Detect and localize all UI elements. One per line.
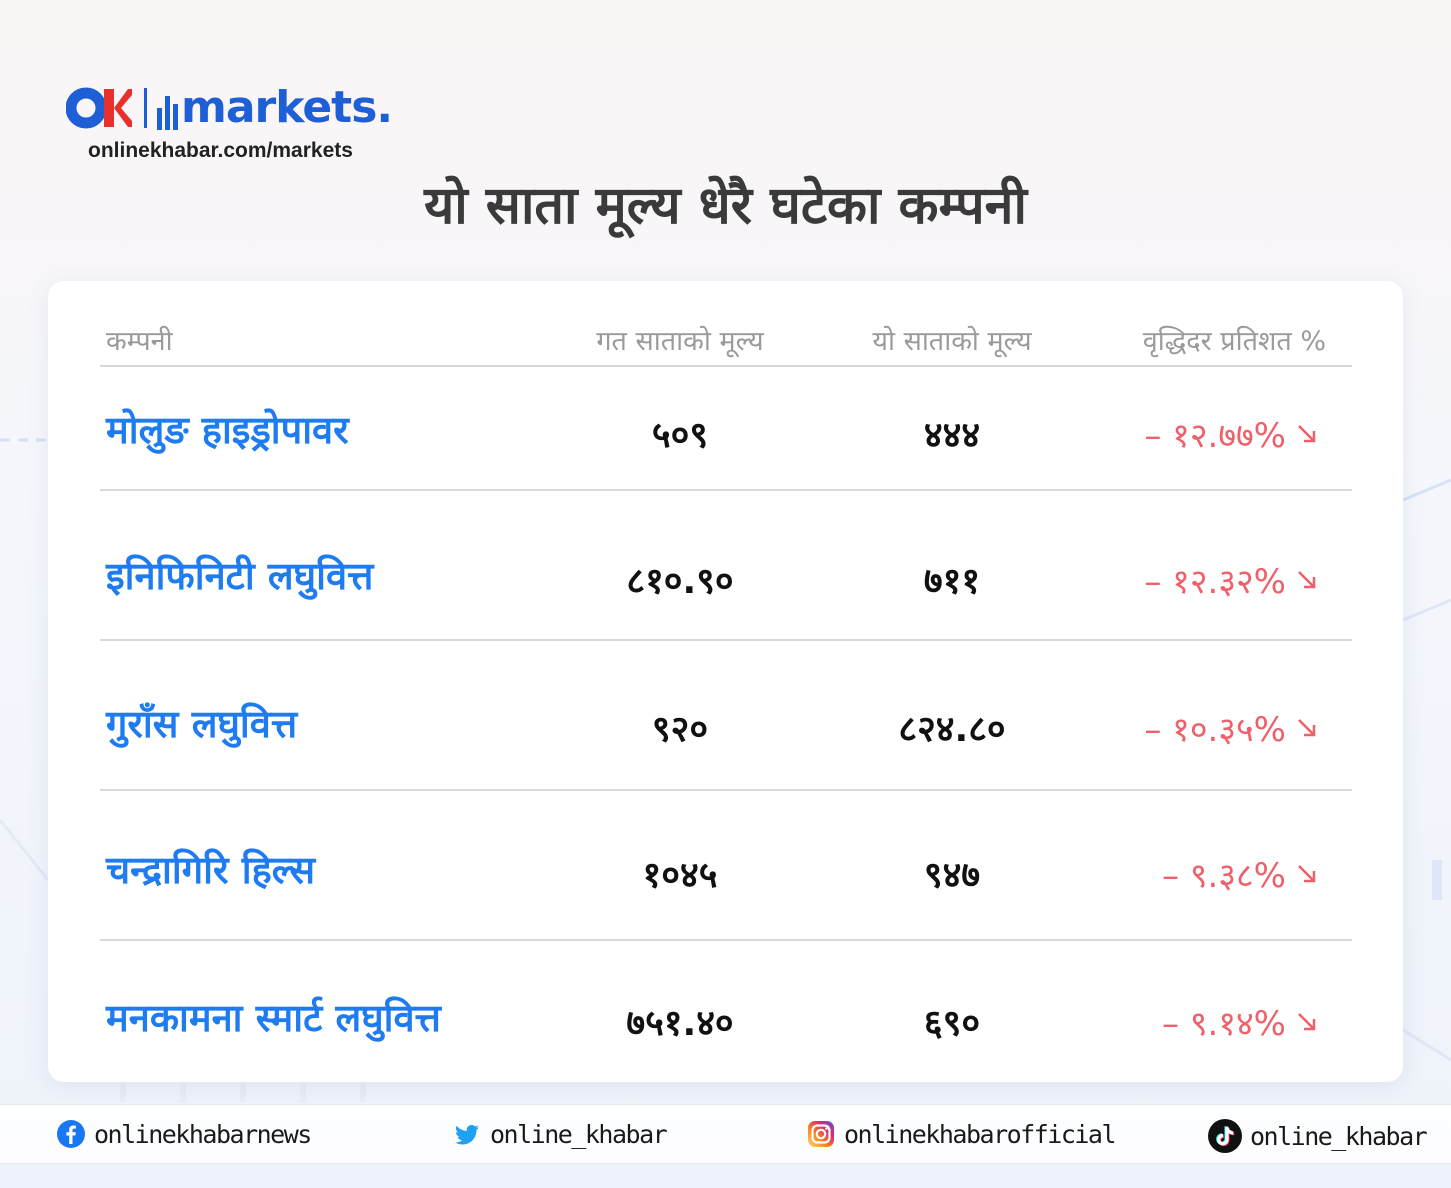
curr-price: ९४७ [923, 855, 981, 896]
brand-name: markets. [181, 82, 393, 133]
company-name: मनकामना स्मार्ट लघुवित्त [106, 996, 441, 1040]
change-percent: – ९.३८% [1162, 851, 1318, 897]
instagram-link[interactable]: onlinekhabarofficial [806, 1119, 1117, 1149]
arrow-down-right-icon [1298, 719, 1316, 737]
tiktok-handle: online_khabar [1250, 1121, 1428, 1151]
change-percent: – १२.७७% [1144, 411, 1318, 457]
company-name: गुराँस लघुवित्त [106, 702, 298, 746]
change-value: – ९.३८% [1162, 856, 1286, 896]
markets-wordmark: markets. [157, 82, 393, 133]
prev-price: ९२० [651, 709, 709, 750]
page-title: यो साता मूल्य धेरै घटेका कम्पनी [424, 176, 1027, 236]
header-curr-price: यो साताको मूल्य [872, 326, 1032, 357]
ok-logo-icon [66, 87, 132, 129]
change-value: – १२.३२% [1144, 562, 1286, 602]
table-row: गुराँस लघुवित्त ९२० ८२४.८० – १०.३५% [100, 641, 1352, 791]
tiktok-icon [1208, 1119, 1242, 1153]
prev-price: ७५१.४० [626, 1003, 734, 1044]
company-name: मोलुङ हाइड्रोपावर [106, 408, 349, 452]
header-prev-price: गत साताको मूल्य [596, 326, 764, 357]
social-footer: onlinekhabarnews online_khabar onlinekha… [0, 1104, 1451, 1164]
table-row: मनकामना स्मार्ट लघुवित्त ७५१.४० ६९० – ९.… [100, 941, 1352, 1081]
table-row: मोलुङ हाइड्रोपावर ५०९ ४४४ – १२.७७% [100, 367, 1352, 491]
header-change: वृद्धिदर प्रतिशत % [1142, 326, 1326, 357]
twitter-link[interactable]: online_khabar [452, 1119, 668, 1149]
facebook-handle: onlinekhabarnews [94, 1119, 312, 1149]
table-header: कम्पनी गत साताको मूल्य यो साताको मूल्य व… [100, 321, 1352, 367]
logo-divider [144, 88, 147, 128]
change-percent: – १०.३५% [1144, 705, 1318, 751]
curr-price: ४४४ [923, 415, 981, 456]
facebook-icon [57, 1120, 85, 1148]
arrow-down-right-icon [1298, 1013, 1316, 1031]
change-percent: – १२.३२% [1144, 557, 1318, 603]
facebook-link[interactable]: onlinekhabarnews [56, 1119, 312, 1149]
header-company: कम्पनी [106, 326, 173, 357]
arrow-down-right-icon [1298, 425, 1316, 443]
change-value: – १२.७७% [1144, 416, 1286, 456]
prev-price: ८१०.९० [626, 561, 734, 602]
company-name: इनिफिनिटी लघुवित्त [106, 554, 374, 598]
twitter-handle: online_khabar [490, 1119, 668, 1149]
tiktok-link[interactable]: online_khabar [1208, 1119, 1428, 1153]
instagram-handle: onlinekhabarofficial [844, 1119, 1117, 1149]
twitter-icon [455, 1125, 479, 1145]
candlestick-bars-icon [157, 92, 178, 130]
brand-url: onlinekhabar.com/markets [88, 139, 353, 162]
price-table-card: कम्पनी गत साताको मूल्य यो साताको मूल्य व… [48, 281, 1403, 1082]
table-row: चन्द्रागिरि हिल्स १०४५ ९४७ – ९.३८% [100, 791, 1352, 941]
brand-logo: markets. [66, 82, 393, 133]
curr-price: ७११ [923, 561, 981, 602]
change-value: – ९.१४% [1162, 1004, 1286, 1044]
prev-price: १०४५ [642, 855, 718, 896]
change-percent: – ९.१४% [1162, 999, 1318, 1045]
prev-price: ५०९ [651, 415, 709, 456]
company-name: चन्द्रागिरि हिल्स [106, 848, 316, 892]
instagram-icon [808, 1121, 834, 1147]
arrow-down-right-icon [1298, 571, 1316, 589]
table-row: इनिफिनिटी लघुवित्त ८१०.९० ७११ – १२.३२% [100, 491, 1352, 641]
arrow-down-right-icon [1298, 865, 1316, 883]
change-value: – १०.३५% [1144, 710, 1286, 750]
curr-price: ६९० [923, 1003, 981, 1044]
curr-price: ८२४.८० [898, 709, 1006, 750]
